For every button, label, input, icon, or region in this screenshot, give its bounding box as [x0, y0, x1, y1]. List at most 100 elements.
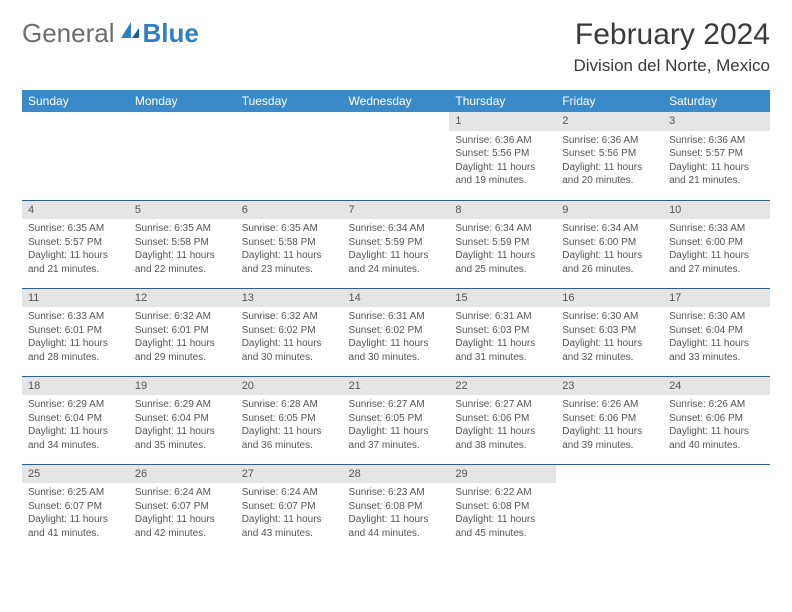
day-number: 7 [343, 201, 450, 220]
weekday-thursday: Thursday [449, 90, 556, 112]
sunrise-text: Sunrise: 6:26 AM [669, 398, 764, 412]
cell-body: Sunrise: 6:33 AMSunset: 6:00 PMDaylight:… [663, 219, 770, 276]
daylight-text: Daylight: 11 hours and 26 minutes. [562, 249, 657, 276]
weekday-wednesday: Wednesday [343, 90, 450, 112]
day-number: 17 [663, 289, 770, 308]
day-number: 29 [449, 465, 556, 484]
cell-body: Sunrise: 6:27 AMSunset: 6:06 PMDaylight:… [449, 395, 556, 452]
day-number: 26 [129, 465, 236, 484]
daylight-text: Daylight: 11 hours and 44 minutes. [349, 513, 444, 540]
cell-body: Sunrise: 6:31 AMSunset: 6:02 PMDaylight:… [343, 307, 450, 364]
calendar-cell: 21Sunrise: 6:27 AMSunset: 6:05 PMDayligh… [343, 376, 450, 464]
sunrise-text: Sunrise: 6:32 AM [242, 310, 337, 324]
header: General Blue February 2024 Division del … [22, 18, 770, 76]
cell-body: Sunrise: 6:30 AMSunset: 6:03 PMDaylight:… [556, 307, 663, 364]
daylight-text: Daylight: 11 hours and 37 minutes. [349, 425, 444, 452]
sunrise-text: Sunrise: 6:25 AM [28, 486, 123, 500]
logo-text-blue: Blue [143, 18, 199, 49]
calendar-week-row: 18Sunrise: 6:29 AMSunset: 6:04 PMDayligh… [22, 376, 770, 464]
weekday-sunday: Sunday [22, 90, 129, 112]
sunrise-text: Sunrise: 6:33 AM [669, 222, 764, 236]
cell-body: Sunrise: 6:30 AMSunset: 6:04 PMDaylight:… [663, 307, 770, 364]
weekday-friday: Friday [556, 90, 663, 112]
cell-body: Sunrise: 6:35 AMSunset: 5:57 PMDaylight:… [22, 219, 129, 276]
calendar-cell: 5Sunrise: 6:35 AMSunset: 5:58 PMDaylight… [129, 200, 236, 288]
calendar-week-row: 25Sunrise: 6:25 AMSunset: 6:07 PMDayligh… [22, 464, 770, 552]
sunset-text: Sunset: 6:03 PM [455, 324, 550, 338]
calendar-cell [663, 464, 770, 552]
day-number: 8 [449, 201, 556, 220]
daylight-text: Daylight: 11 hours and 38 minutes. [455, 425, 550, 452]
day-number: 22 [449, 377, 556, 396]
weekday-saturday: Saturday [663, 90, 770, 112]
sunset-text: Sunset: 6:00 PM [669, 236, 764, 250]
calendar-cell: 17Sunrise: 6:30 AMSunset: 6:04 PMDayligh… [663, 288, 770, 376]
sunset-text: Sunset: 5:58 PM [135, 236, 230, 250]
calendar-week-row: 1Sunrise: 6:36 AMSunset: 5:56 PMDaylight… [22, 112, 770, 200]
sunset-text: Sunset: 6:02 PM [242, 324, 337, 338]
sunrise-text: Sunrise: 6:34 AM [562, 222, 657, 236]
sunset-text: Sunset: 5:57 PM [28, 236, 123, 250]
calendar-cell: 13Sunrise: 6:32 AMSunset: 6:02 PMDayligh… [236, 288, 343, 376]
cell-body: Sunrise: 6:26 AMSunset: 6:06 PMDaylight:… [663, 395, 770, 452]
daylight-text: Daylight: 11 hours and 39 minutes. [562, 425, 657, 452]
calendar-cell [22, 112, 129, 200]
daylight-text: Daylight: 11 hours and 25 minutes. [455, 249, 550, 276]
cell-body: Sunrise: 6:32 AMSunset: 6:02 PMDaylight:… [236, 307, 343, 364]
day-number: 21 [343, 377, 450, 396]
calendar-cell: 19Sunrise: 6:29 AMSunset: 6:04 PMDayligh… [129, 376, 236, 464]
title-block: February 2024 Division del Norte, Mexico [573, 18, 770, 76]
sunset-text: Sunset: 6:01 PM [28, 324, 123, 338]
sunset-text: Sunset: 5:59 PM [349, 236, 444, 250]
sunset-text: Sunset: 5:59 PM [455, 236, 550, 250]
sunset-text: Sunset: 5:56 PM [562, 147, 657, 161]
calendar-cell: 23Sunrise: 6:26 AMSunset: 6:06 PMDayligh… [556, 376, 663, 464]
day-number: 1 [449, 112, 556, 131]
weekday-tuesday: Tuesday [236, 90, 343, 112]
sunrise-text: Sunrise: 6:35 AM [135, 222, 230, 236]
sunrise-text: Sunrise: 6:34 AM [349, 222, 444, 236]
cell-body: Sunrise: 6:22 AMSunset: 6:08 PMDaylight:… [449, 483, 556, 540]
sunrise-text: Sunrise: 6:36 AM [455, 134, 550, 148]
logo-text-general: General [22, 18, 115, 49]
cell-body: Sunrise: 6:28 AMSunset: 6:05 PMDaylight:… [236, 395, 343, 452]
daylight-text: Daylight: 11 hours and 32 minutes. [562, 337, 657, 364]
sunset-text: Sunset: 5:57 PM [669, 147, 764, 161]
calendar-cell: 9Sunrise: 6:34 AMSunset: 6:00 PMDaylight… [556, 200, 663, 288]
location: Division del Norte, Mexico [573, 56, 770, 76]
day-number [22, 112, 129, 131]
calendar-cell: 29Sunrise: 6:22 AMSunset: 6:08 PMDayligh… [449, 464, 556, 552]
cell-body: Sunrise: 6:31 AMSunset: 6:03 PMDaylight:… [449, 307, 556, 364]
daylight-text: Daylight: 11 hours and 23 minutes. [242, 249, 337, 276]
cell-body: Sunrise: 6:34 AMSunset: 6:00 PMDaylight:… [556, 219, 663, 276]
sunrise-text: Sunrise: 6:30 AM [669, 310, 764, 324]
day-number [556, 465, 663, 484]
sunrise-text: Sunrise: 6:28 AM [242, 398, 337, 412]
calendar-cell: 20Sunrise: 6:28 AMSunset: 6:05 PMDayligh… [236, 376, 343, 464]
calendar-cell: 7Sunrise: 6:34 AMSunset: 5:59 PMDaylight… [343, 200, 450, 288]
day-number: 12 [129, 289, 236, 308]
day-number: 3 [663, 112, 770, 131]
cell-body: Sunrise: 6:29 AMSunset: 6:04 PMDaylight:… [129, 395, 236, 452]
daylight-text: Daylight: 11 hours and 27 minutes. [669, 249, 764, 276]
day-number: 14 [343, 289, 450, 308]
sunrise-text: Sunrise: 6:30 AM [562, 310, 657, 324]
sunrise-text: Sunrise: 6:24 AM [242, 486, 337, 500]
daylight-text: Daylight: 11 hours and 28 minutes. [28, 337, 123, 364]
calendar-cell: 6Sunrise: 6:35 AMSunset: 5:58 PMDaylight… [236, 200, 343, 288]
cell-body: Sunrise: 6:34 AMSunset: 5:59 PMDaylight:… [449, 219, 556, 276]
sunrise-text: Sunrise: 6:29 AM [28, 398, 123, 412]
daylight-text: Daylight: 11 hours and 29 minutes. [135, 337, 230, 364]
cell-body: Sunrise: 6:36 AMSunset: 5:56 PMDaylight:… [556, 131, 663, 188]
calendar-cell: 15Sunrise: 6:31 AMSunset: 6:03 PMDayligh… [449, 288, 556, 376]
daylight-text: Daylight: 11 hours and 19 minutes. [455, 161, 550, 188]
day-number: 6 [236, 201, 343, 220]
cell-body: Sunrise: 6:24 AMSunset: 6:07 PMDaylight:… [236, 483, 343, 540]
daylight-text: Daylight: 11 hours and 21 minutes. [28, 249, 123, 276]
calendar-cell [236, 112, 343, 200]
sunrise-text: Sunrise: 6:27 AM [455, 398, 550, 412]
calendar-cell [343, 112, 450, 200]
calendar-cell: 27Sunrise: 6:24 AMSunset: 6:07 PMDayligh… [236, 464, 343, 552]
cell-body: Sunrise: 6:36 AMSunset: 5:56 PMDaylight:… [449, 131, 556, 188]
day-number [129, 112, 236, 131]
